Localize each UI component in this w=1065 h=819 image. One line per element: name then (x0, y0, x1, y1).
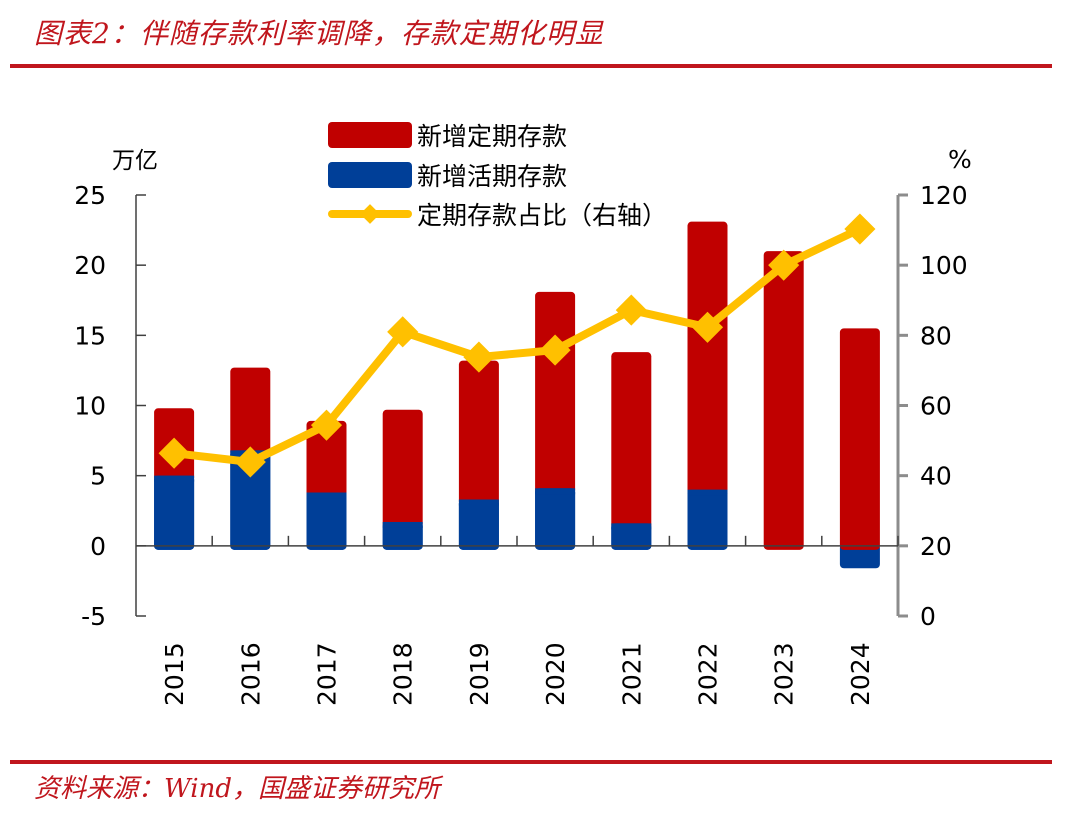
left-axis-tick-label: -5 (81, 602, 106, 631)
bar-demand-deposit-overlay (458, 499, 499, 550)
bar-demand-deposit-edge (535, 488, 576, 495)
left-axis-tick-label: 10 (74, 392, 106, 421)
left-axis-unit: 万亿 (112, 148, 158, 174)
bar-demand-deposit-overlay (382, 521, 423, 550)
x-axis-tick-label: 2023 (770, 642, 799, 706)
x-axis: 2015 2016 2017 2018 2019 2020 2021 2022 2023 2024 (136, 535, 899, 706)
ratio-point (691, 311, 724, 343)
x-axis-tick-label: 2018 (389, 642, 418, 706)
ratio-point (158, 437, 190, 469)
bar-time-deposit (535, 291, 576, 495)
left-axis-tick-label: 0 (90, 532, 106, 561)
bar-time-deposit (611, 352, 652, 530)
x-axis-tick-label: 2016 (236, 642, 265, 706)
ratio-point (463, 341, 495, 373)
bar-demand-deposit (839, 543, 880, 569)
title-divider (10, 64, 1052, 68)
ratio-point (539, 334, 571, 366)
bar-demand-deposit-edge (687, 489, 728, 496)
bar-demand-deposit-overlay (154, 475, 195, 550)
right-axis-tick-label: 60 (920, 392, 952, 421)
ratio-point (768, 249, 800, 281)
bar-demand-deposit-overlay (535, 488, 576, 550)
bar-demand-deposit-edge (382, 521, 423, 528)
ratio-line-path (173, 225, 862, 466)
x-axis-tick-label: 2020 (541, 642, 570, 706)
bar-time-deposit (382, 409, 423, 528)
left-axis-tick-label: 20 (74, 251, 106, 280)
bar-demand-deposit-overlay (687, 489, 728, 550)
right-axis-unit: % (948, 145, 972, 174)
bar-time-deposit (687, 221, 728, 496)
left-axis: 25 20 15 10 5 0 -5 (74, 181, 146, 631)
ratio-point (615, 294, 647, 326)
x-axis-tick-label: 2022 (694, 642, 723, 706)
right-axis-tick-label: 80 (920, 321, 952, 350)
ratio-point (387, 316, 419, 348)
bar-demand-deposit-edge (458, 499, 499, 506)
source-divider (10, 760, 1052, 764)
x-axis-tick-label: 2017 (313, 642, 342, 706)
legend-marker-ratio (360, 204, 380, 224)
x-axis-tick-label: 2015 (160, 642, 189, 706)
x-axis-tick-label: 2019 (465, 642, 494, 706)
legend-label-time-deposit: 新增定期存款 (417, 122, 567, 151)
left-axis-tick-label: 5 (90, 462, 106, 491)
left-axis-tick-label: 15 (74, 321, 106, 350)
right-axis: 120 100 80 60 40 20 0 (896, 181, 968, 631)
bar-demand-deposit-edge (611, 523, 652, 530)
legend: 新增定期存款 新增活期存款 定期存款占比（右轴） (328, 122, 667, 230)
bar-time-deposit (763, 251, 804, 550)
bar-time-deposit (839, 328, 880, 550)
bar-demand-deposit-edge (154, 475, 195, 482)
bars (154, 221, 880, 569)
source-note: 资料来源：Wind，国盛证券研究所 (34, 774, 440, 804)
x-axis-tick-label: 2024 (846, 642, 875, 706)
ratio-point (844, 213, 876, 245)
bar-demand-deposit-overlay (230, 450, 271, 550)
right-axis-tick-label: 40 (920, 462, 952, 491)
legend-label-ratio: 定期存款占比（右轴） (417, 201, 667, 230)
bar-demand-deposit-edge (306, 492, 347, 499)
right-axis-tick-label: 120 (920, 181, 968, 210)
x-axis-tick-label: 2021 (617, 642, 646, 706)
chart-title: 图表2：伴随存款利率调降，存款定期化明显 (34, 17, 604, 50)
ratio-line (158, 213, 876, 478)
right-axis-tick-label: 100 (920, 251, 968, 280)
bar-time-deposit (306, 420, 347, 499)
bar-time-deposit (230, 367, 271, 457)
legend-label-demand-deposit: 新增活期存款 (417, 162, 567, 191)
left-axis-tick-label: 25 (74, 181, 106, 210)
legend-swatch-time-deposit (328, 122, 412, 148)
bar-demand-deposit-overlay (611, 523, 652, 550)
legend-swatch-demand-deposit (328, 162, 412, 188)
bar-demand-deposit-overlay (306, 492, 347, 550)
right-axis-tick-label: 20 (920, 532, 952, 561)
ratio-point (310, 409, 343, 441)
right-axis-tick-label: 0 (920, 602, 936, 631)
bar-time-deposit (458, 360, 499, 506)
